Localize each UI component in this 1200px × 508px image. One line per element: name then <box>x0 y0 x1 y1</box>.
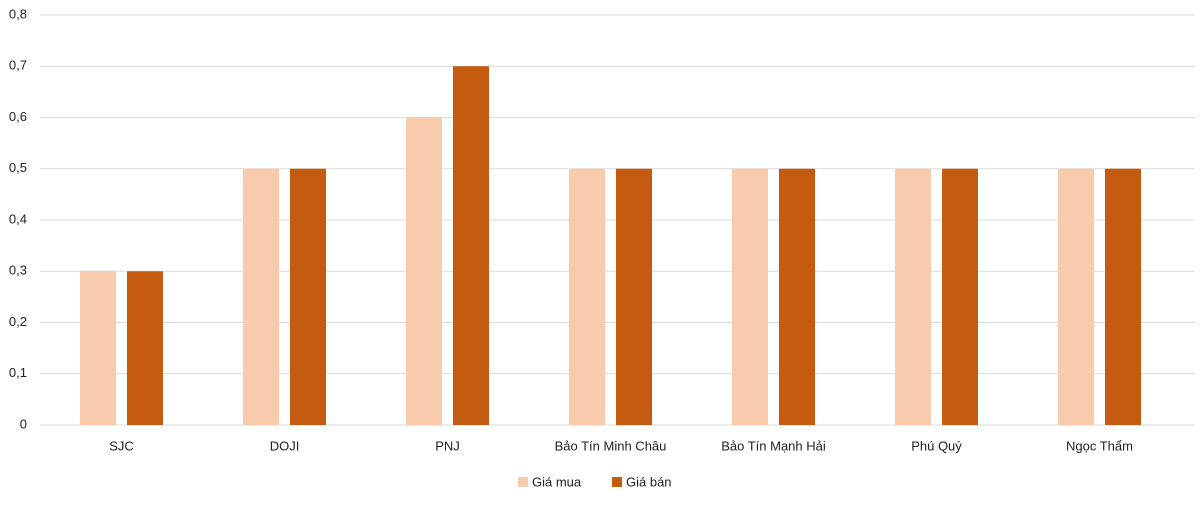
bar <box>616 168 652 425</box>
x-tick-label: Bảo Tín Mạnh Hải <box>721 438 826 453</box>
bar <box>127 271 163 425</box>
x-tick-label: Bảo Tín Minh Châu <box>555 438 667 453</box>
bar <box>1105 168 1141 425</box>
bar <box>732 168 768 425</box>
bar <box>453 66 489 425</box>
x-tick-label: SJC <box>109 438 134 453</box>
y-tick-label: 0,6 <box>9 109 27 124</box>
y-tick-label: 0,3 <box>9 263 27 278</box>
y-tick-label: 0,8 <box>9 6 27 21</box>
legend-label: Giá bán <box>626 474 672 489</box>
bar <box>243 168 279 425</box>
legend-swatch <box>518 477 528 487</box>
y-tick-label: 0 <box>20 416 27 431</box>
x-tick-label: Ngọc Thẩm <box>1066 438 1133 453</box>
bar <box>80 271 116 425</box>
y-tick-label: 0,4 <box>9 211 27 226</box>
bar <box>895 168 931 425</box>
y-tick-label: 0,7 <box>9 58 27 73</box>
legend-swatch <box>612 477 622 487</box>
bar <box>290 168 326 425</box>
bar <box>569 168 605 425</box>
legend-label: Giá mua <box>532 474 582 489</box>
x-tick-label: PNJ <box>435 438 460 453</box>
bar <box>406 117 442 425</box>
y-tick-label: 0,1 <box>9 365 27 380</box>
x-tick-label: Phú Quý <box>911 438 962 453</box>
x-tick-label: DOJI <box>270 438 300 453</box>
y-tick-label: 0,5 <box>9 160 27 175</box>
y-tick-label: 0,2 <box>9 314 27 329</box>
bar <box>1058 168 1094 425</box>
bar <box>779 168 815 425</box>
bar <box>942 168 978 425</box>
